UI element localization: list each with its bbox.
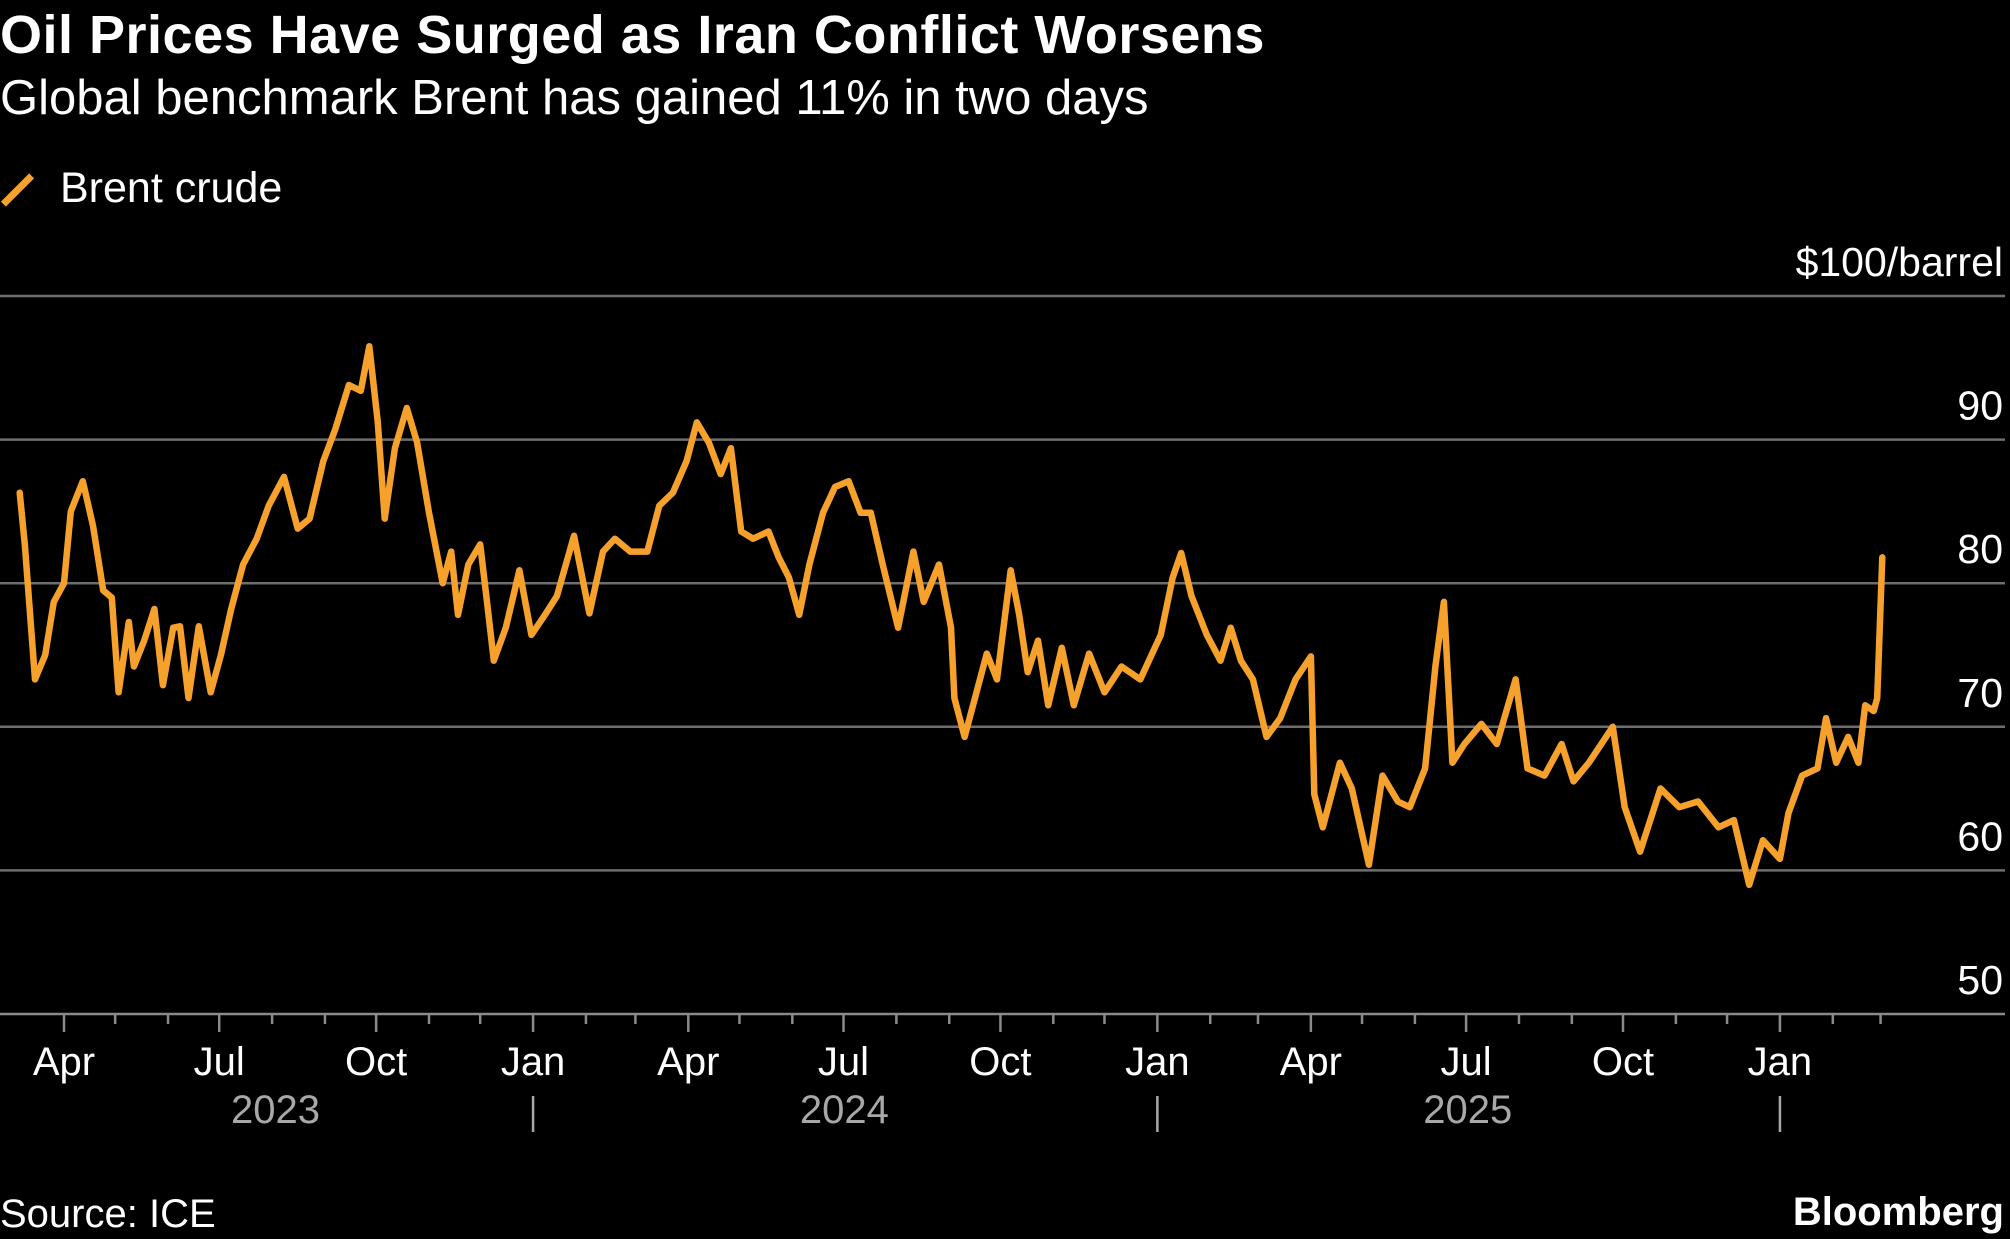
legend-label-brent-crude: Brent crude [60, 164, 283, 212]
year-label: 2023 [231, 1088, 320, 1132]
legend: Brent crude [0, 164, 282, 213]
x-tick-label: Jan [1125, 1040, 1190, 1084]
chart-subtitle: Global benchmark Brent has gained 11% in… [0, 71, 1149, 125]
x-tick-label: Jan [501, 1040, 566, 1084]
x-tick-label: Jul [194, 1040, 245, 1084]
y-tick-label: 60 [1957, 813, 2003, 859]
x-tick-label: Jan [1748, 1040, 1813, 1084]
source-note: Source: ICE [0, 1192, 216, 1236]
bloomberg-logo: Bloomberg [1792, 1190, 2004, 1234]
x-tick-label: Oct [345, 1040, 407, 1084]
y-tick-label: 70 [1957, 670, 2003, 716]
y-tick-label: 90 [1957, 383, 2003, 429]
x-tick-label: Apr [33, 1040, 95, 1084]
y-tick-label: 80 [1957, 526, 2003, 572]
chart-title: Oil Prices Have Surged as Iran Conflict … [0, 5, 1265, 65]
y-tick-label: $100/barrel [1796, 239, 2003, 285]
x-tick-label: Oct [969, 1040, 1031, 1084]
year-label: 2025 [1423, 1088, 1512, 1132]
x-tick-label: Apr [657, 1040, 719, 1084]
y-tick-label: 50 [1957, 957, 2003, 1003]
x-tick-label: Jul [1441, 1040, 1492, 1084]
x-tick-label: Apr [1280, 1040, 1342, 1084]
x-tick-label: Oct [1592, 1040, 1654, 1084]
year-label: 2024 [800, 1088, 889, 1132]
x-tick-label: Jul [818, 1040, 869, 1084]
series-line-brent-crude [16, 343, 1886, 889]
